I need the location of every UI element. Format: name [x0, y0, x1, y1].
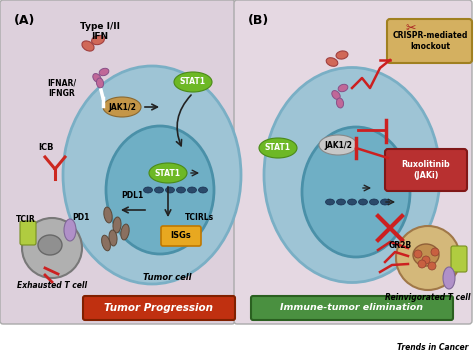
Text: Tumor Progression: Tumor Progression	[104, 303, 213, 313]
Circle shape	[396, 226, 460, 290]
FancyBboxPatch shape	[451, 246, 467, 272]
Ellipse shape	[358, 199, 367, 205]
Ellipse shape	[149, 163, 187, 183]
Text: ISGs: ISGs	[171, 232, 191, 241]
Ellipse shape	[113, 217, 121, 233]
Ellipse shape	[188, 187, 197, 193]
Text: JAK1/2: JAK1/2	[324, 140, 352, 149]
Text: Reinvigorated T cell: Reinvigorated T cell	[385, 294, 471, 303]
FancyBboxPatch shape	[387, 19, 472, 63]
Text: Tumor cell: Tumor cell	[144, 274, 192, 283]
Ellipse shape	[155, 187, 164, 193]
Text: ✂︎: ✂︎	[406, 22, 417, 34]
Text: PDL1: PDL1	[121, 191, 143, 200]
FancyBboxPatch shape	[385, 149, 467, 191]
Ellipse shape	[264, 67, 440, 283]
Ellipse shape	[176, 187, 185, 193]
Text: ICB: ICB	[38, 144, 54, 153]
Text: TCIR: TCIR	[16, 215, 36, 224]
Ellipse shape	[144, 187, 153, 193]
Ellipse shape	[302, 127, 410, 257]
FancyBboxPatch shape	[234, 0, 472, 324]
Text: Ruxolitinib
(JAKi): Ruxolitinib (JAKi)	[401, 160, 450, 180]
FancyBboxPatch shape	[0, 0, 235, 324]
Ellipse shape	[337, 98, 344, 108]
Ellipse shape	[121, 224, 129, 240]
Text: GR2B: GR2B	[388, 241, 411, 250]
Text: STAT1: STAT1	[265, 144, 291, 153]
FancyBboxPatch shape	[161, 226, 201, 246]
Ellipse shape	[93, 74, 101, 83]
Ellipse shape	[91, 35, 104, 45]
Circle shape	[418, 260, 426, 268]
Text: STAT1: STAT1	[155, 168, 181, 177]
Circle shape	[431, 248, 439, 256]
Ellipse shape	[99, 68, 109, 76]
Text: (B): (B)	[248, 14, 269, 27]
Text: IFNAR/
IFNGR: IFNAR/ IFNGR	[47, 78, 77, 98]
Circle shape	[414, 250, 422, 258]
Ellipse shape	[413, 244, 439, 266]
Ellipse shape	[109, 230, 117, 246]
Ellipse shape	[259, 138, 297, 158]
Ellipse shape	[326, 199, 335, 205]
Text: PD1: PD1	[72, 214, 90, 223]
Ellipse shape	[63, 66, 241, 284]
Text: CRISPR-mediated
knockout: CRISPR-mediated knockout	[392, 31, 468, 51]
Ellipse shape	[332, 90, 340, 99]
Ellipse shape	[337, 199, 346, 205]
Text: STAT1: STAT1	[180, 78, 206, 87]
Text: JAK1/2: JAK1/2	[108, 103, 136, 112]
Ellipse shape	[347, 199, 356, 205]
FancyBboxPatch shape	[83, 296, 235, 320]
Ellipse shape	[106, 126, 214, 254]
Text: Exhausted T cell: Exhausted T cell	[17, 281, 87, 290]
Circle shape	[22, 218, 82, 278]
FancyBboxPatch shape	[20, 221, 36, 245]
Ellipse shape	[101, 235, 110, 251]
Ellipse shape	[165, 187, 174, 193]
Ellipse shape	[443, 267, 455, 289]
Ellipse shape	[338, 84, 348, 92]
Ellipse shape	[38, 235, 62, 255]
Text: Immune-tumor elimination: Immune-tumor elimination	[281, 303, 423, 312]
Ellipse shape	[199, 187, 208, 193]
Ellipse shape	[326, 58, 338, 66]
Ellipse shape	[103, 97, 141, 117]
FancyBboxPatch shape	[251, 296, 453, 320]
Ellipse shape	[82, 41, 94, 51]
Ellipse shape	[96, 78, 103, 88]
Text: Trends in Cancer: Trends in Cancer	[397, 343, 468, 352]
Circle shape	[422, 256, 430, 264]
Ellipse shape	[104, 207, 112, 223]
Ellipse shape	[370, 199, 379, 205]
Ellipse shape	[64, 219, 76, 241]
Text: Type I/II
IFN: Type I/II IFN	[80, 22, 120, 41]
Ellipse shape	[174, 72, 212, 92]
Text: TCIRLs: TCIRLs	[185, 214, 214, 223]
Circle shape	[428, 262, 436, 270]
Ellipse shape	[381, 199, 390, 205]
Ellipse shape	[336, 51, 348, 59]
Text: (A): (A)	[14, 14, 36, 27]
Ellipse shape	[319, 135, 357, 155]
